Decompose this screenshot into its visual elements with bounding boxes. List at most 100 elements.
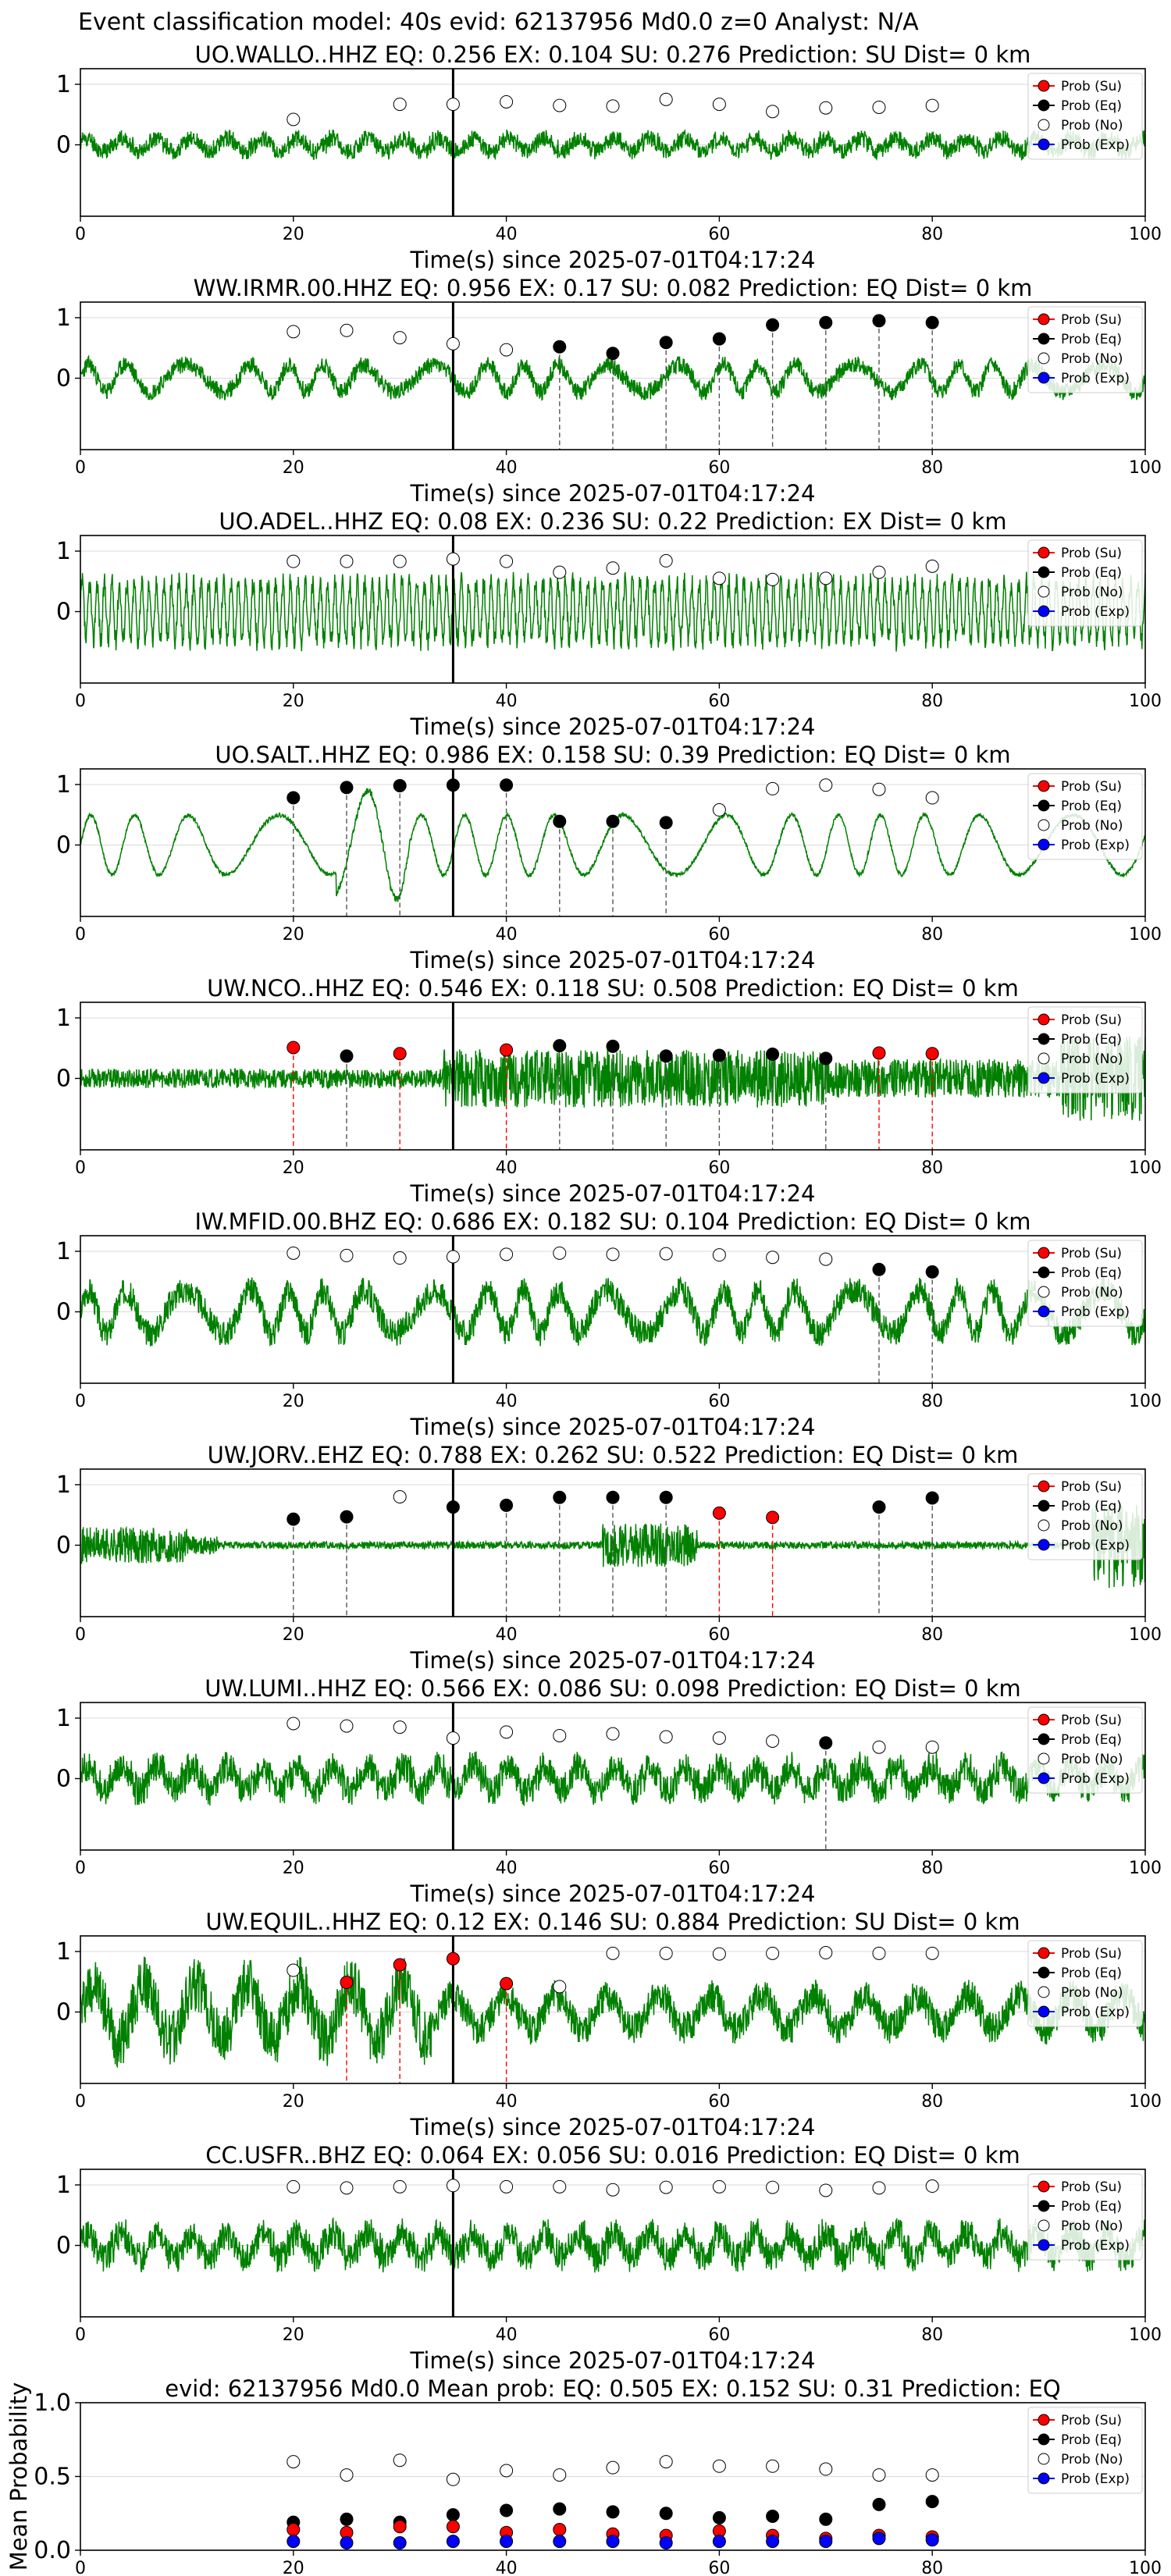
legend-marker-no: [1038, 819, 1050, 831]
legend-marker-su: [1038, 313, 1050, 326]
legend-label: Prob (Exp): [1061, 1538, 1130, 1553]
prob-marker-no: [606, 1946, 620, 1960]
mean-marker-su: [287, 2523, 301, 2537]
prob-marker-no: [712, 2179, 726, 2194]
legend-marker-exp: [1038, 838, 1050, 851]
x-tick-label: 20: [283, 225, 304, 244]
prob-marker-eq: [712, 332, 726, 346]
prob-marker-eq: [766, 318, 780, 332]
mean-marker-su: [446, 2520, 460, 2534]
prob-marker-no: [819, 2183, 833, 2197]
x-tick-label: 100: [1129, 925, 1162, 945]
x-tick-label: 0: [75, 1859, 86, 1878]
prob-marker-no: [925, 2179, 939, 2194]
x-tick-label: 100: [1129, 1392, 1162, 1411]
y-tick-label: 0: [56, 1999, 71, 2026]
prob-marker-eq: [819, 315, 833, 329]
x-tick-label: 80: [921, 225, 943, 244]
prob-marker-su: [340, 1976, 354, 1990]
legend-label: Prob (Exp): [1061, 2005, 1130, 2020]
legend-label: Prob (Su): [1061, 79, 1122, 94]
legend-label: Prob (Eq): [1061, 1966, 1122, 1981]
y-tick-label: 1: [56, 1938, 71, 1966]
legend-marker-exp: [1038, 372, 1050, 384]
prob-marker-no: [925, 98, 939, 112]
axes-frame: [80, 2169, 1146, 2318]
y-tick-label: 1.0: [34, 2389, 71, 2417]
legend-marker-su: [1038, 780, 1050, 792]
prob-marker-no: [446, 336, 460, 350]
y-tick-label: 1: [56, 304, 71, 332]
prob-marker-eq: [340, 781, 354, 795]
x-tick-label: 40: [496, 692, 518, 711]
legend-box: [1027, 773, 1143, 860]
legend-marker-eq: [1038, 1266, 1050, 1279]
x-tick-label: 40: [496, 2092, 518, 2112]
legend-marker-su: [1038, 1480, 1050, 1493]
legend-label: Prob (Eq): [1061, 565, 1122, 581]
legend-label: Prob (Eq): [1061, 1032, 1122, 1048]
x-tick-label: 100: [1129, 2559, 1162, 2576]
prob-marker-eq: [766, 1048, 780, 1061]
mean-marker-eq: [553, 2502, 567, 2516]
y-tick-label: 0: [56, 365, 71, 393]
prob-marker-no: [872, 2181, 886, 2195]
axes-frame: [80, 301, 1146, 450]
x-tick-label: 0: [75, 2559, 86, 2576]
x-tick-label: 60: [708, 458, 730, 478]
mean-marker-eq: [712, 2510, 726, 2524]
panel-10: 0 20 40 60 80 100 0 1 CC.USFR..BHZ EQ: 0.064 EX:…: [56, 2142, 1162, 2374]
x-tick-label: 100: [1129, 225, 1162, 244]
y-tick-label: 1: [56, 771, 71, 799]
panel-title: UW.EQUIL..HHZ EQ: 0.12 EX: 0.146 SU: 0.8…: [205, 1909, 1020, 1935]
legend-marker-exp: [1038, 2472, 1050, 2485]
panel-7: 0 20 40 60 80 100 0 1 UW.JORV..EHZ EQ: 0.788 EX:…: [56, 1442, 1162, 1674]
panel-title: UO.WALLO..HHZ EQ: 0.256 EX: 0.104 SU: 0.…: [195, 41, 1031, 68]
y-tick-label: 0: [56, 132, 71, 159]
legend-box: [1027, 539, 1143, 627]
legend-marker-no: [1038, 2453, 1050, 2465]
prob-marker-eq: [659, 336, 673, 350]
prob-marker-su: [393, 1958, 407, 1972]
waveform-group: [80, 1469, 1145, 1617]
prob-marker-no: [393, 554, 407, 568]
legend-label: Prob (Eq): [1061, 2199, 1122, 2215]
mean-marker-no: [872, 2468, 886, 2482]
legend-marker-exp: [1038, 1072, 1050, 1084]
legend-marker-no: [1038, 119, 1050, 131]
prob-marker-no: [446, 1731, 460, 1745]
x-axis-label: Time(s) since 2025-07-01T04:17:24: [410, 2347, 816, 2374]
legend-marker-eq: [1038, 1966, 1050, 1979]
y-tick-label: 0: [56, 1766, 71, 1793]
prob-marker-no: [925, 1946, 939, 1960]
panel-8: 0 20 40 60 80 100 0 1 UW.LUMI..HHZ EQ: 0.566 EX:…: [56, 1675, 1162, 1907]
mean-marker-no: [712, 2459, 726, 2473]
prob-marker-no: [287, 554, 301, 568]
panel-title: UW.JORV..EHZ EQ: 0.788 EX: 0.262 SU: 0.5…: [208, 1442, 1019, 1468]
mean-marker-exp: [606, 2535, 620, 2549]
prob-marker-no: [925, 791, 939, 805]
x-tick-label: 80: [921, 2092, 943, 2112]
x-tick-label: 0: [75, 225, 86, 244]
prob-marker-no: [393, 98, 407, 112]
x-tick-label: 40: [496, 225, 518, 244]
mean-marker-no: [606, 2460, 620, 2475]
axes-frame: [80, 1235, 1146, 1384]
waveform-group: [80, 769, 1145, 916]
x-tick-label: 40: [496, 1392, 518, 1411]
legend-box: [1027, 1706, 1143, 1794]
prob-marker-no: [340, 554, 354, 568]
waveform-group: [80, 1703, 1145, 1850]
mean-marker-no: [287, 2455, 301, 2469]
mean-marker-exp: [287, 2535, 301, 2549]
legend-label: Prob (Su): [1061, 1012, 1122, 1028]
legend-label: Prob (Exp): [1061, 2238, 1130, 2254]
mean-marker-exp: [446, 2535, 460, 2549]
prob-marker-no: [766, 1946, 780, 1960]
prob-marker-eq: [925, 1265, 939, 1279]
waveform-trace: [80, 2217, 1145, 2273]
legend: Prob (Su) Prob (Eq) Prob (No) Prob (Exp): [1027, 773, 1143, 860]
legend-marker-no: [1038, 2219, 1050, 2232]
panel-4: 0 20 40 60 80 100 0 1 UO.SALT..HHZ EQ: 0.986 EX:…: [56, 742, 1162, 973]
x-tick-label: 100: [1129, 692, 1162, 711]
